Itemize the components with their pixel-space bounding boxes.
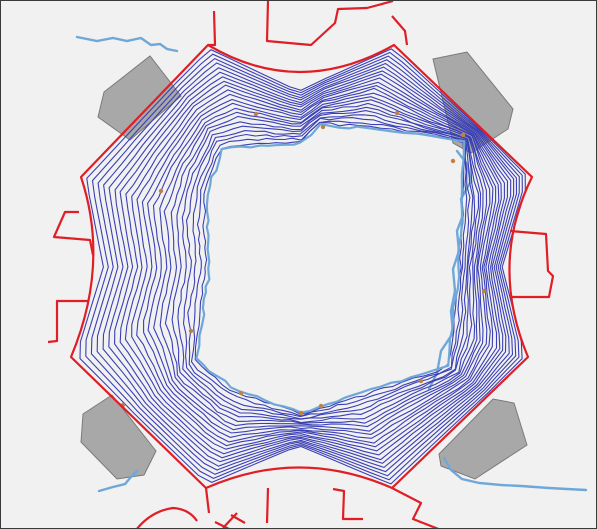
scan-speck <box>481 288 487 294</box>
contour-line <box>159 99 484 428</box>
support-block-top-right <box>432 51 514 154</box>
support-block-top-left <box>97 55 182 141</box>
contour-line <box>90 55 520 477</box>
support-block-bottom-left <box>80 394 157 480</box>
scan-specks <box>120 110 487 416</box>
contour-line <box>190 120 468 417</box>
contour-line <box>85 51 523 481</box>
contour-line <box>143 87 494 439</box>
outline-lead-bottom-2 <box>265 487 270 524</box>
contour-line <box>79 48 526 485</box>
support-block-bottom-right <box>438 398 528 480</box>
contour-line <box>153 96 488 432</box>
fragment-bottom-left <box>97 469 139 493</box>
contour-line <box>187 117 471 418</box>
scan-speck <box>298 410 304 416</box>
outline-lead-top-2 <box>265 1 394 47</box>
contour-line <box>182 114 474 420</box>
scan-speck <box>253 111 259 117</box>
scan-speck <box>320 124 326 130</box>
contour-line <box>164 102 482 424</box>
outline-lead-left-2 <box>47 299 89 344</box>
outline-lead-bottom-1 <box>204 487 211 514</box>
cross-section-outline <box>47 1 555 528</box>
scan-speck <box>394 110 400 116</box>
outline-lead-right-1 <box>509 229 555 299</box>
scan-speck <box>460 132 466 138</box>
fragment-bottom-right <box>442 456 588 492</box>
contour-line <box>114 70 509 461</box>
contour-lines <box>79 48 526 485</box>
fragment-top-left <box>75 35 179 53</box>
contour-line <box>177 110 476 420</box>
outline-lead-top-1 <box>208 10 217 47</box>
contour-line <box>147 92 491 435</box>
outline-lead-bottom-3 <box>332 487 363 521</box>
contour-line <box>96 59 518 473</box>
contour-line <box>108 66 512 464</box>
outline-lead-bottom-6 <box>391 487 439 528</box>
inner-edge-fragment <box>195 122 466 414</box>
scan-speck <box>318 403 324 409</box>
contour-line <box>124 77 502 452</box>
outline-lead-top-3 <box>391 15 409 46</box>
scan-speck <box>238 390 244 396</box>
contour-line <box>136 85 497 444</box>
scan-speck <box>418 378 424 384</box>
contour-line <box>171 106 480 424</box>
scan-speck <box>188 328 194 334</box>
support-blocks <box>80 51 528 480</box>
contour-line <box>194 121 465 415</box>
contour-line <box>131 81 500 448</box>
outline-lead-left-1 <box>52 210 95 256</box>
contour-line <box>102 62 515 469</box>
scan-speck <box>158 188 164 194</box>
scan-speck <box>450 158 456 164</box>
outline-lead-bottom-5 <box>214 512 246 528</box>
outline-lead-bottom-4 <box>136 506 198 528</box>
contour-line <box>119 73 505 456</box>
